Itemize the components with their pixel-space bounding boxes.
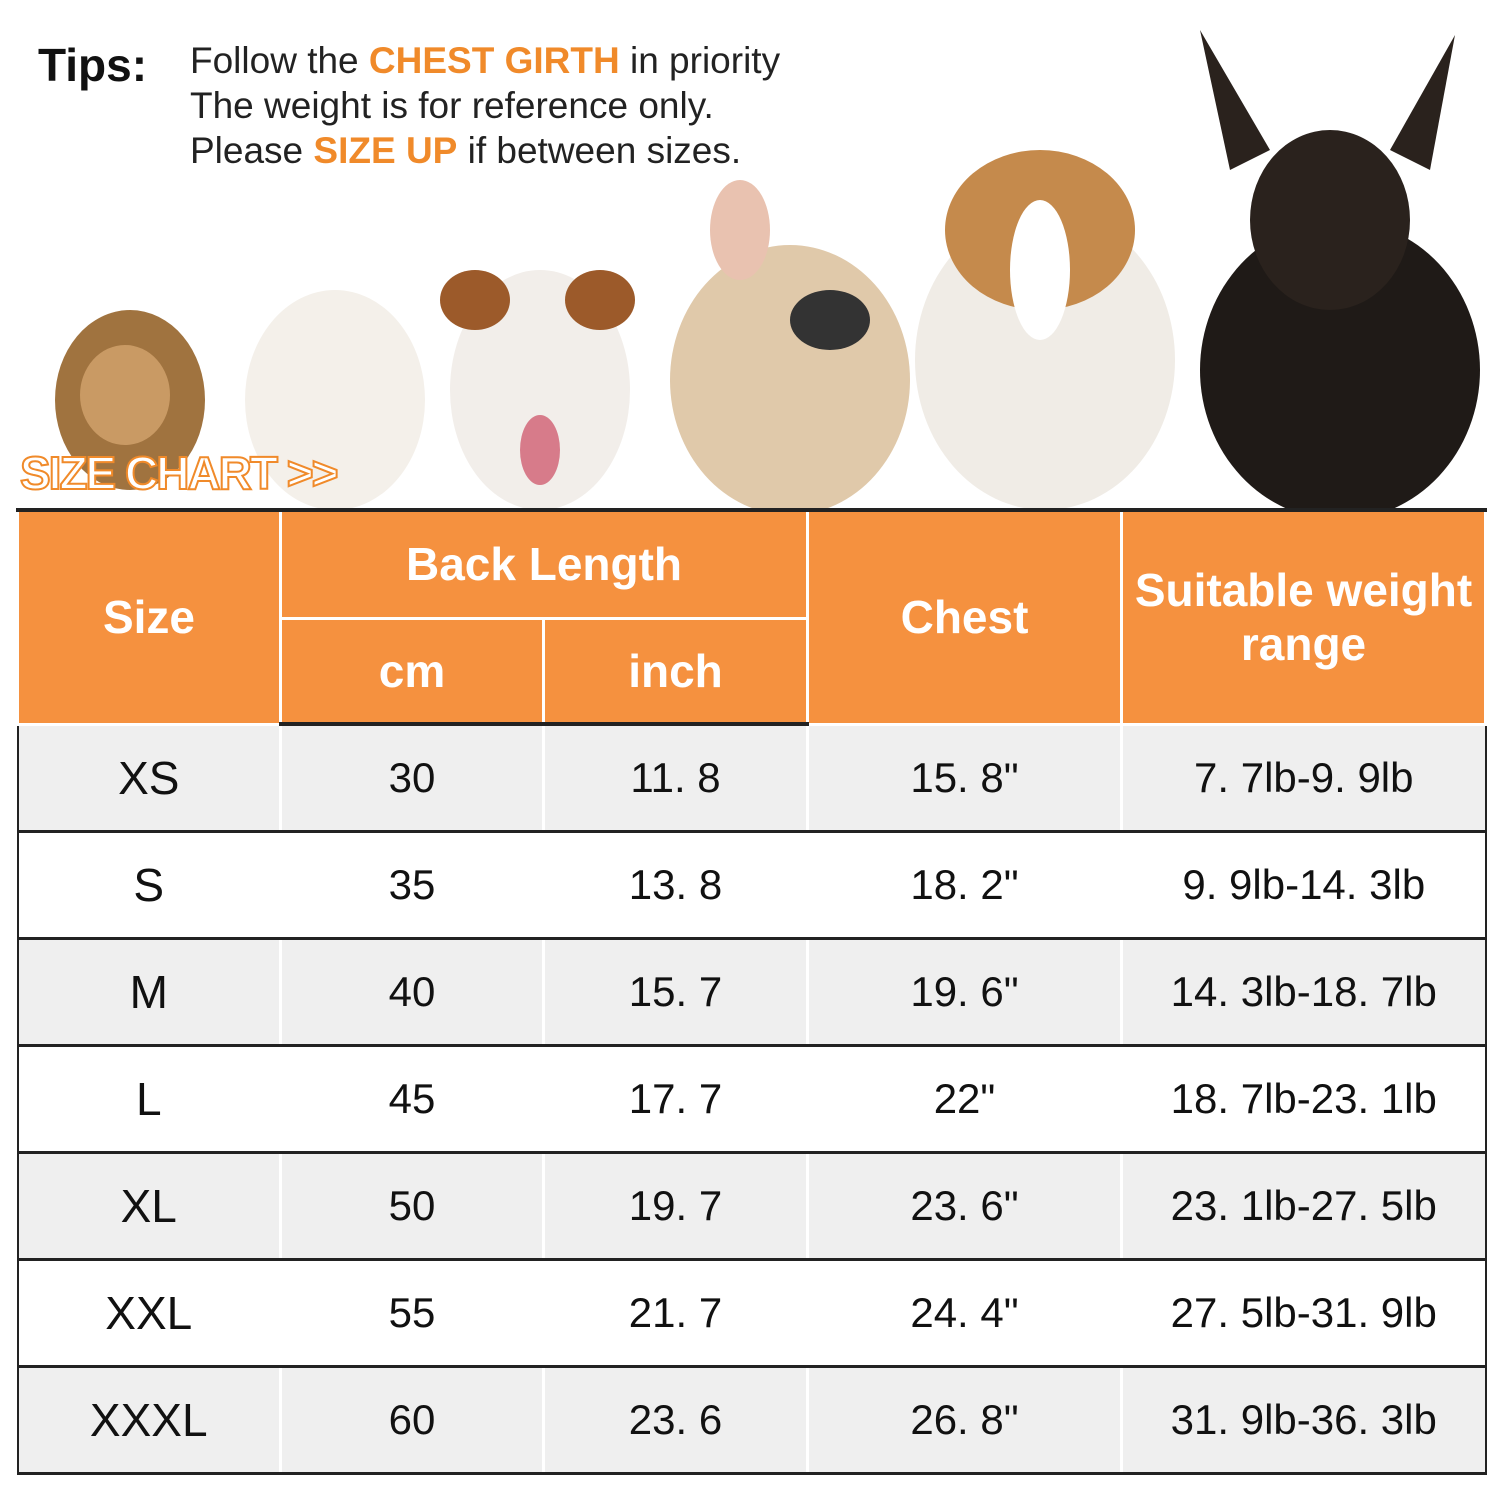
cell-chest: 22": [806, 1045, 1124, 1154]
table-row: M 40 15. 7 19. 6" 14. 3lb-18. 7lb: [16, 938, 1487, 1047]
header-size: Size: [16, 508, 282, 726]
cell-cm: 60: [279, 1366, 545, 1475]
cell-inch: 15. 7: [541, 938, 810, 1047]
size-table: Size Back Length Chest Suitable weight r…: [16, 508, 1488, 1475]
cell-size: XL: [16, 1152, 282, 1261]
tip-text: in priority: [619, 40, 781, 81]
header-cm: cm: [279, 616, 545, 726]
dogs-photo: [55, 30, 1480, 510]
doberman-dog: [1200, 30, 1480, 510]
cell-weight: 27. 5lb-31. 9lb: [1120, 1259, 1487, 1368]
cell-chest: 15. 8": [806, 724, 1124, 833]
cell-cm: 35: [279, 831, 545, 940]
cell-weight: 9. 9lb-14. 3lb: [1120, 831, 1487, 940]
cell-cm: 50: [279, 1152, 545, 1261]
cell-cm: 40: [279, 938, 545, 1047]
cell-inch: 23. 6: [541, 1366, 810, 1475]
header-inch: inch: [541, 616, 810, 726]
french-bulldog: [670, 180, 910, 510]
cell-weight: 31. 9lb-36. 3lb: [1120, 1366, 1487, 1475]
cell-size: XXL: [16, 1259, 282, 1368]
cell-size: XXXL: [16, 1366, 282, 1475]
table-row: XS 30 11. 8 15. 8" 7. 7lb-9. 9lb: [16, 724, 1487, 833]
cell-chest: 19. 6": [806, 938, 1124, 1047]
cell-inch: 13. 8: [541, 831, 810, 940]
tip-text: Follow the: [190, 40, 369, 81]
tips-label: Tips:: [38, 39, 148, 91]
cell-size: XS: [16, 724, 282, 833]
tip-line-1: Follow the CHEST GIRTH in priority: [190, 40, 780, 82]
cell-chest: 23. 6": [806, 1152, 1124, 1261]
cell-size: S: [16, 831, 282, 940]
tip-highlight: CHEST GIRTH: [368, 40, 620, 81]
yorkie-dog: [55, 310, 205, 490]
cell-cm: 30: [279, 724, 545, 833]
cell-size: L: [16, 1045, 282, 1154]
tip-highlight: SIZE UP: [313, 130, 458, 171]
pomeranian-dog: [245, 290, 425, 510]
cell-chest: 18. 2": [806, 831, 1124, 940]
cell-chest: 24. 4": [806, 1259, 1124, 1368]
table-row: XXL 55 21. 7 24. 4" 27. 5lb-31. 9lb: [16, 1259, 1487, 1368]
tip-text: Please: [190, 130, 314, 171]
cell-inch: 21. 7: [541, 1259, 810, 1368]
tip-line-3: Please SIZE UP if between sizes.: [190, 130, 741, 172]
size-chart-banner: SIZE CHART >>: [19, 446, 340, 500]
cell-weight: 18. 7lb-23. 1lb: [1120, 1045, 1487, 1154]
cell-cm: 55: [279, 1259, 545, 1368]
header-chest: Chest: [806, 508, 1124, 726]
cell-inch: 11. 8: [541, 724, 810, 833]
header-weight: Suitable weight range: [1120, 508, 1488, 726]
cell-size: M: [16, 938, 282, 1047]
beagle-dog: [915, 150, 1175, 510]
jack-russell-dog: [440, 270, 635, 510]
cell-chest: 26. 8": [806, 1366, 1124, 1475]
tip-line-2: The weight is for reference only.: [190, 85, 714, 126]
tip-text: if between sizes.: [457, 130, 742, 171]
table-row: XL 50 19. 7 23. 6" 23. 1lb-27. 5lb: [16, 1152, 1487, 1261]
table-row: L 45 17. 7 22" 18. 7lb-23. 1lb: [16, 1045, 1487, 1154]
cell-weight: 14. 3lb-18. 7lb: [1120, 938, 1487, 1047]
cell-cm: 45: [279, 1045, 545, 1154]
cell-inch: 17. 7: [541, 1045, 810, 1154]
header-back-length: Back Length: [278, 508, 810, 620]
cell-weight: 7. 7lb-9. 9lb: [1120, 724, 1487, 833]
table-row: S 35 13. 8 18. 2" 9. 9lb-14. 3lb: [16, 831, 1487, 940]
table-row: XXXL 60 23. 6 26. 8" 31. 9lb-36. 3lb: [16, 1366, 1487, 1475]
cell-weight: 23. 1lb-27. 5lb: [1120, 1152, 1487, 1261]
cell-inch: 19. 7: [541, 1152, 810, 1261]
